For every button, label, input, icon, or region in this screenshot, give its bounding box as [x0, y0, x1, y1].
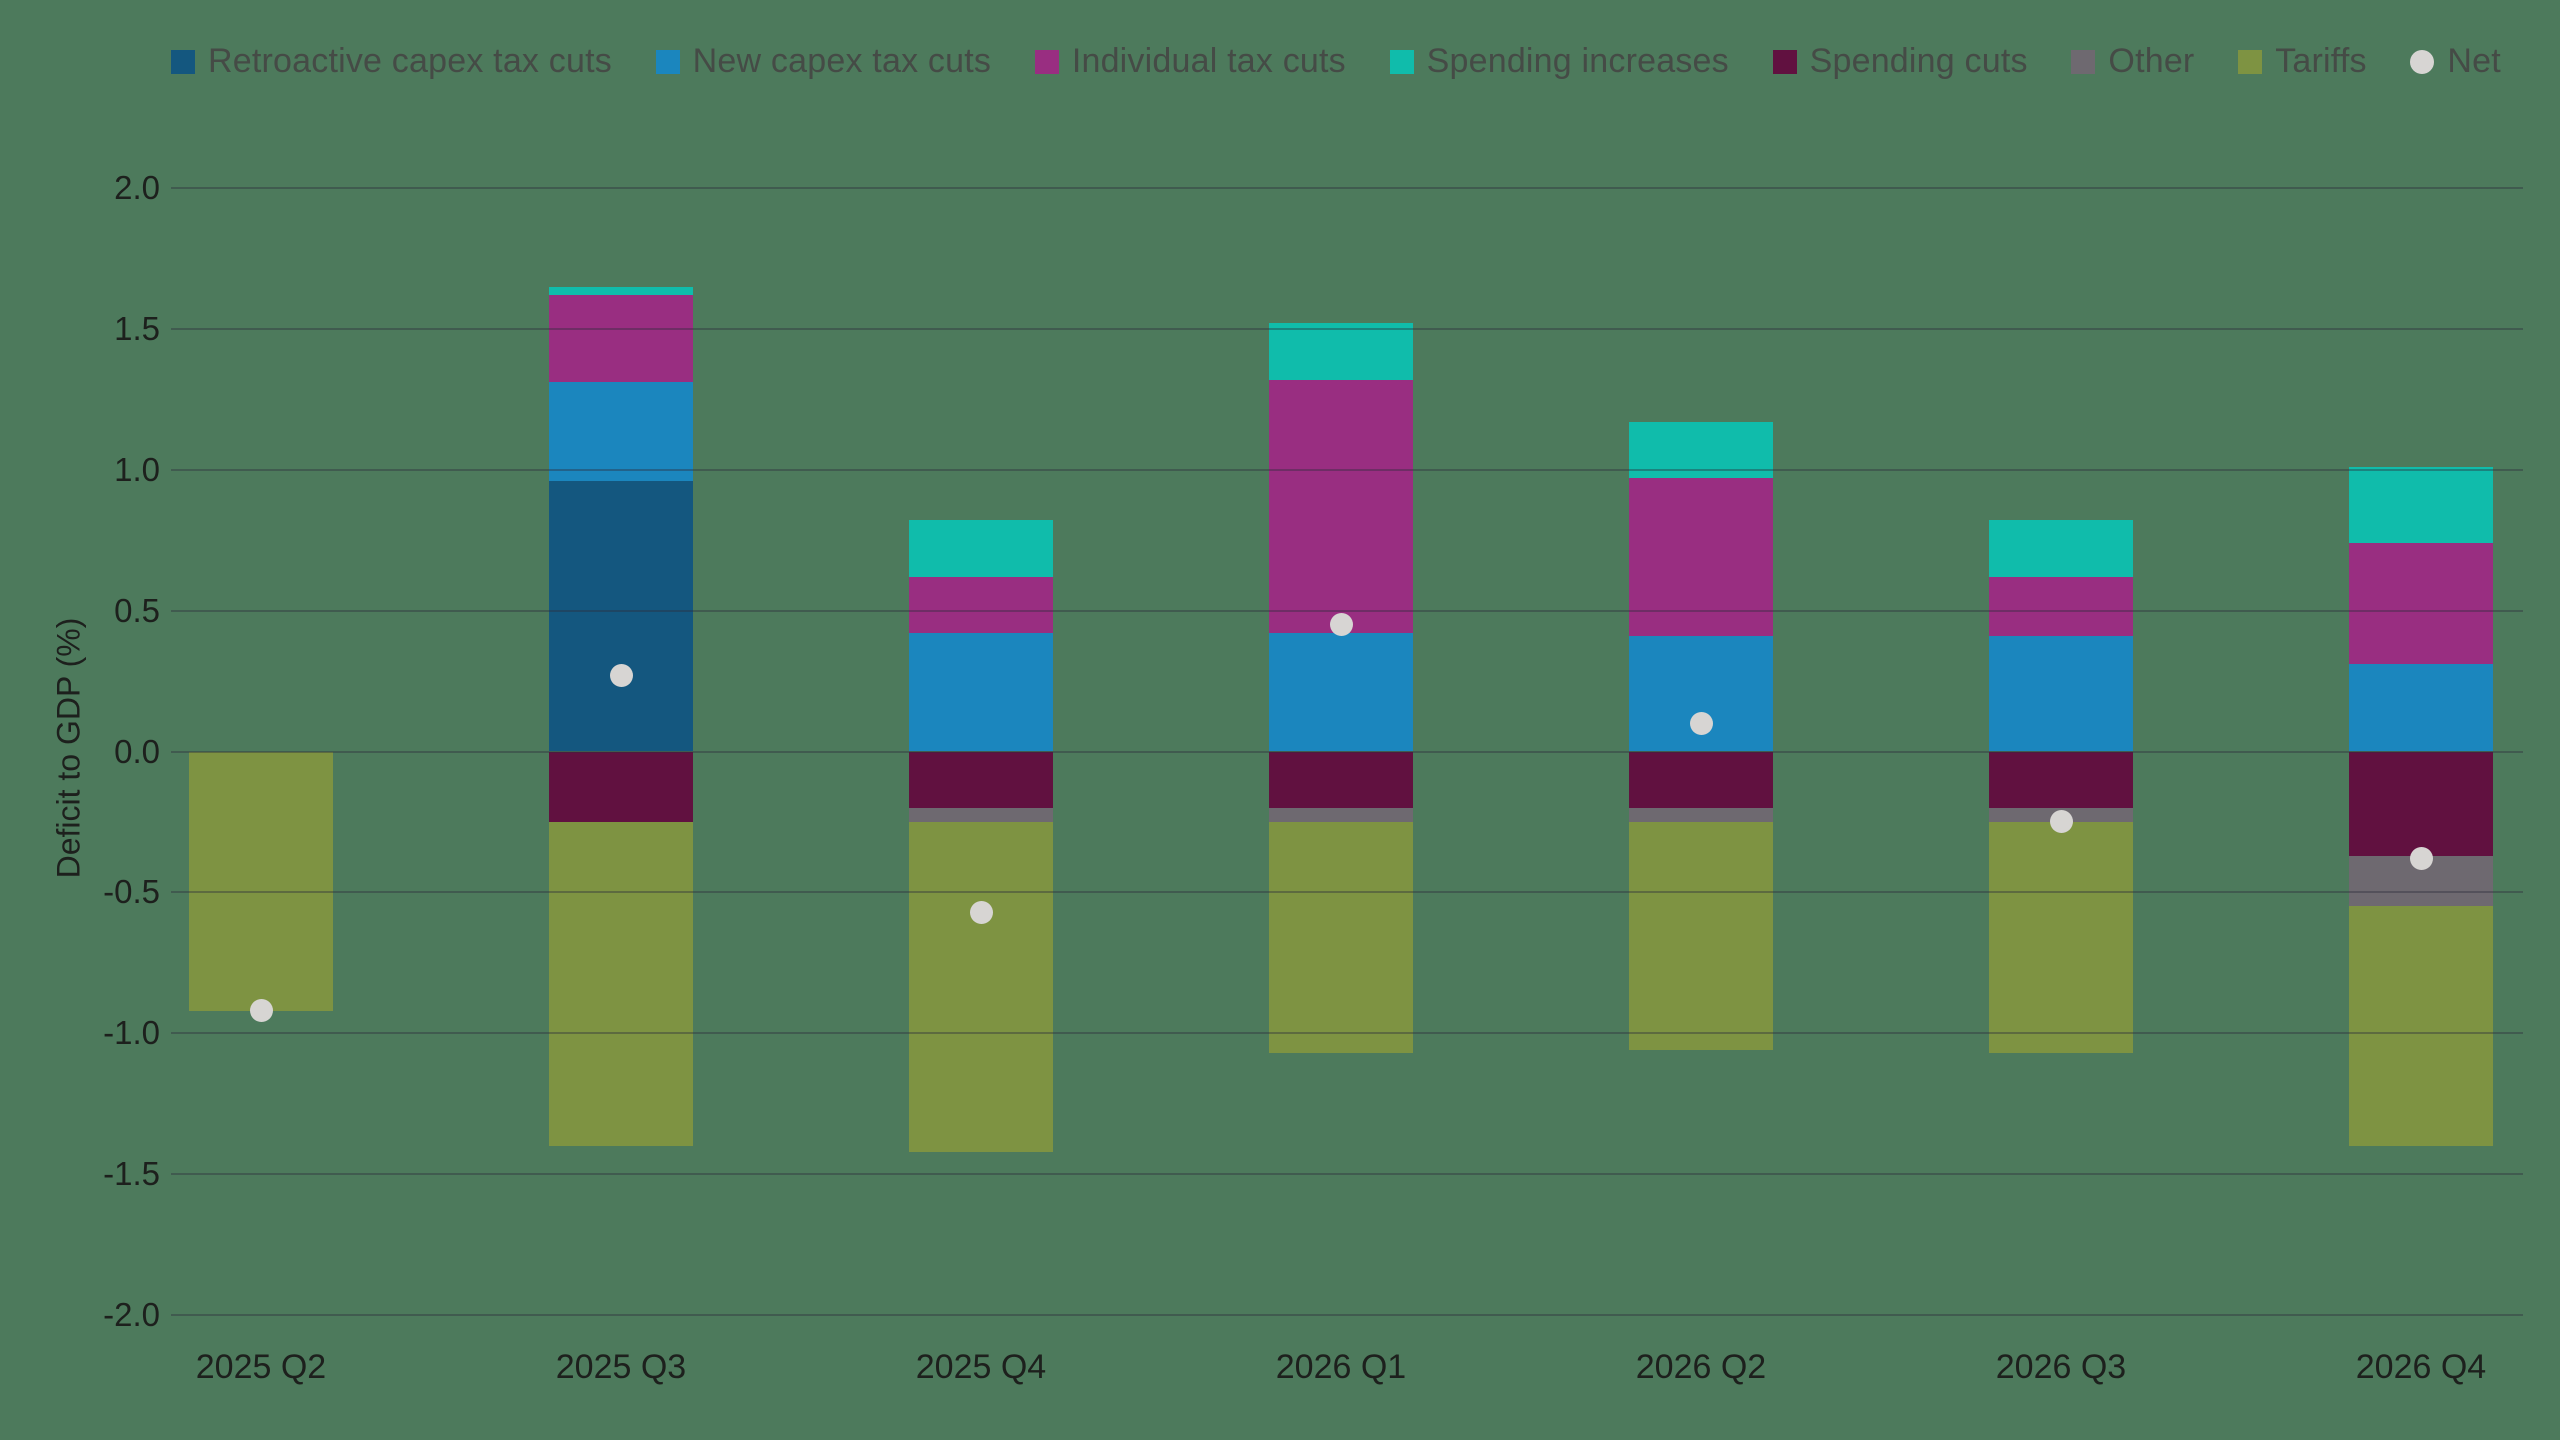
- net-dot: [969, 900, 993, 924]
- bar-segment-tariffs: [1269, 821, 1413, 1053]
- legend-label: Retroactive capex tax cuts: [208, 42, 612, 80]
- legend: Retroactive capex tax cuts New capex tax …: [171, 42, 2501, 81]
- x-category-label: 2026 Q2: [1635, 1348, 1767, 1386]
- bar-segment-other: [909, 807, 1053, 822]
- legend-swatch-icon: [655, 49, 680, 74]
- bar-segment-retroactive-capex-tax-cuts: [549, 481, 693, 752]
- bar-segment-tariffs: [189, 751, 333, 1011]
- net-dot: [2049, 810, 2073, 834]
- y-tick-label: 0.5: [114, 591, 160, 629]
- net-dot: [2409, 847, 2433, 871]
- bar-segment-other: [1269, 807, 1413, 822]
- y-tick-label: 1.0: [114, 450, 160, 488]
- bar-segment-individual-tax-cuts: [909, 576, 1053, 634]
- y-tick-label: 2.0: [114, 169, 160, 206]
- y-tick-label: -1.5: [103, 1155, 160, 1193]
- x-category-label: 2025 Q3: [555, 1348, 687, 1386]
- legend-swatch-icon: [2071, 49, 2096, 74]
- bar-segment-spending-cuts: [1629, 751, 1773, 808]
- bar-segment-other: [1629, 807, 1773, 822]
- bar-segment-tariffs: [909, 821, 1053, 1152]
- legend-item-spending-cuts: Spending cuts: [1772, 42, 2028, 81]
- legend-swatch-icon: [1772, 49, 1797, 74]
- legend-label: Spending increases: [1426, 42, 1729, 80]
- bar-segment-tariffs: [549, 821, 693, 1146]
- net-dot: [609, 663, 633, 687]
- legend-item-other: Other: [2071, 42, 2194, 81]
- net-dot: [1329, 613, 1353, 637]
- gridline: [171, 1314, 2523, 1316]
- legend-item-spending-increases: Spending increases: [1389, 42, 1729, 81]
- y-tick-label: -0.5: [103, 873, 160, 911]
- x-category-label: 2026 Q4: [2355, 1348, 2487, 1386]
- x-category-label: 2025 Q4: [915, 1348, 1047, 1386]
- bar-segment-new-capex-tax-cuts: [909, 633, 1053, 752]
- legend-label: New capex tax cuts: [692, 42, 992, 80]
- y-tick-label: -1.0: [103, 1014, 160, 1052]
- bar-segment-spending-increases: [1269, 323, 1413, 380]
- legend-label: Tariffs: [2275, 42, 2367, 80]
- y-tick-label: -2.0: [103, 1296, 160, 1333]
- bar-segment-tariffs: [1629, 821, 1773, 1051]
- bar-segment-spending-cuts: [1269, 751, 1413, 808]
- legend-item-individual-tax-cuts: Individual tax cuts: [1034, 42, 1346, 81]
- legend-label: Spending cuts: [1809, 42, 2028, 80]
- legend-swatch-icon: [171, 49, 195, 74]
- net-dot: [249, 999, 273, 1023]
- bar-segment-new-capex-tax-cuts: [549, 382, 693, 482]
- bar-segment-spending-increases: [1989, 520, 2133, 577]
- legend-item-retroactive-capex-tax-cuts: Retroactive capex tax cuts: [171, 42, 612, 81]
- bar-segment-individual-tax-cuts: [1629, 478, 1773, 636]
- bar-segment-spending-increases: [1629, 421, 1773, 479]
- legend-swatch-icon: [1389, 49, 1414, 74]
- y-tick-label: 0.0: [114, 732, 160, 770]
- bar-segment-new-capex-tax-cuts: [1989, 635, 2133, 752]
- legend-label: Individual tax cuts: [1071, 42, 1346, 80]
- gridline: [171, 1173, 2523, 1176]
- x-category-label: 2025 Q2: [195, 1348, 327, 1386]
- x-category-label: 2026 Q1: [1275, 1348, 1407, 1386]
- bar-segment-individual-tax-cuts: [549, 295, 693, 383]
- gridline: [171, 187, 2523, 189]
- legend-label: Other: [2108, 42, 2195, 80]
- net-dot: [1689, 711, 1713, 735]
- bar-segment-individual-tax-cuts: [2349, 543, 2493, 665]
- x-category-label: 2026 Q3: [1995, 1348, 2127, 1386]
- legend-item-tariffs: Tariffs: [2238, 42, 2366, 81]
- bar-segment-spending-cuts: [909, 751, 1053, 808]
- legend-label: Net: [2447, 42, 2501, 80]
- bar-segment-spending-increases: [2349, 466, 2493, 543]
- bar-segment-spending-increases: [549, 286, 693, 296]
- legend-swatch-icon: [2238, 49, 2263, 74]
- bar-segment-tariffs: [2349, 906, 2493, 1146]
- bar-segment-tariffs: [1989, 821, 2133, 1053]
- bar-segment-spending-cuts: [1989, 751, 2133, 808]
- legend-swatch-icon: [2410, 49, 2435, 74]
- bar-segment-individual-tax-cuts: [1269, 379, 1413, 634]
- bar-segment-spending-increases: [909, 520, 1053, 577]
- legend-item-net: Net: [2410, 42, 2501, 81]
- bar-segment-spending-cuts: [549, 751, 693, 822]
- legend-item-new-capex-tax-cuts: New capex tax cuts: [655, 42, 992, 81]
- bar-segment-spending-cuts: [2349, 751, 2493, 856]
- bar-segment-new-capex-tax-cuts: [2349, 664, 2493, 752]
- bar-segment-new-capex-tax-cuts: [1269, 633, 1413, 752]
- bar-segment-individual-tax-cuts: [1989, 576, 2133, 636]
- legend-swatch-icon: [1034, 49, 1059, 74]
- y-tick-label: 1.5: [114, 309, 160, 347]
